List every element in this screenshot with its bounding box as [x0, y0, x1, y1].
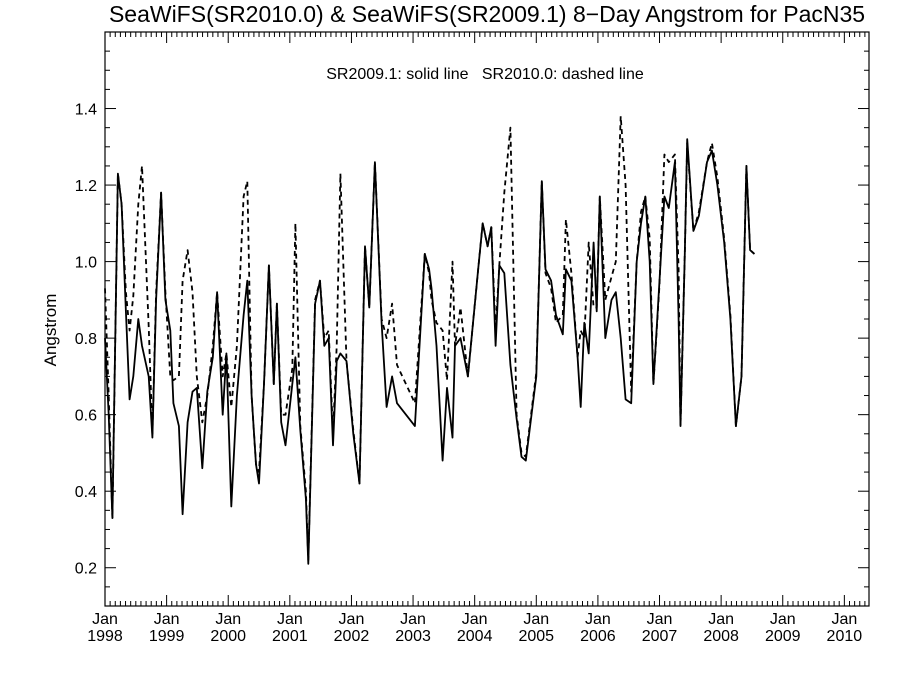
x-tick-label-year: 2003	[395, 628, 431, 645]
y-tick-label: 0.8	[75, 331, 97, 348]
x-tick-label-year: 1998	[87, 628, 123, 645]
x-tick-label-year: 2007	[642, 628, 678, 645]
x-tick-label-year: 2008	[703, 628, 739, 645]
x-tick-label-month: Jan	[647, 611, 673, 628]
x-tick-label-year: 2001	[272, 628, 308, 645]
x-tick-label-month: Jan	[154, 611, 180, 628]
series-line-sr2010-0	[104, 115, 755, 561]
plot-frame	[104, 31, 870, 607]
x-tick-label-month: Jan	[831, 611, 857, 628]
x-tick-label-month: Jan	[462, 611, 488, 628]
x-tick-label-month: Jan	[92, 611, 118, 628]
x-tick-label-month: Jan	[770, 611, 796, 628]
x-tick-label-year: 2004	[457, 628, 493, 645]
x-tick-label-year: 2002	[334, 628, 370, 645]
x-tick-label-year: 2010	[827, 628, 863, 645]
y-tick-label: 1.2	[75, 178, 97, 195]
series-layer	[104, 115, 755, 565]
x-tick-label-year: 1999	[149, 628, 185, 645]
chart-title: SeaWiFS(SR2010.0) & SeaWiFS(SR2009.1) 8−…	[109, 1, 865, 27]
x-tick-label-month: Jan	[400, 611, 426, 628]
x-tick-label-month: Jan	[215, 611, 241, 628]
legend-text: SR2009.1: solid line SR2010.0: dashed li…	[326, 66, 644, 83]
y-axis: 0.2 0.4 0.6 0.8 1.0 1.2 1.4	[75, 31, 869, 607]
y-axis-label: Angstrom	[41, 294, 60, 367]
y-tick-label: 1.0	[75, 255, 97, 272]
x-tick-label-month: Jan	[339, 611, 365, 628]
y-tick-label: 0.4	[75, 484, 97, 501]
x-axis: Jan1998Jan1999Jan2000Jan2001Jan2002Jan20…	[87, 32, 866, 645]
x-tick-label-year: 2000	[210, 628, 246, 645]
x-tick-label-month: Jan	[708, 611, 734, 628]
series-line-sr2009-1	[104, 138, 755, 565]
y-tick-label: 0.6	[75, 408, 97, 425]
y-tick-label: 0.2	[75, 561, 97, 578]
y-tick-label: 1.4	[75, 102, 97, 119]
x-tick-label-month: Jan	[523, 611, 549, 628]
x-tick-label-year: 2005	[518, 628, 554, 645]
x-tick-label-month: Jan	[277, 611, 303, 628]
x-tick-label-year: 2009	[765, 628, 801, 645]
x-tick-label-month: Jan	[585, 611, 611, 628]
x-tick-label-year: 2006	[580, 628, 616, 645]
